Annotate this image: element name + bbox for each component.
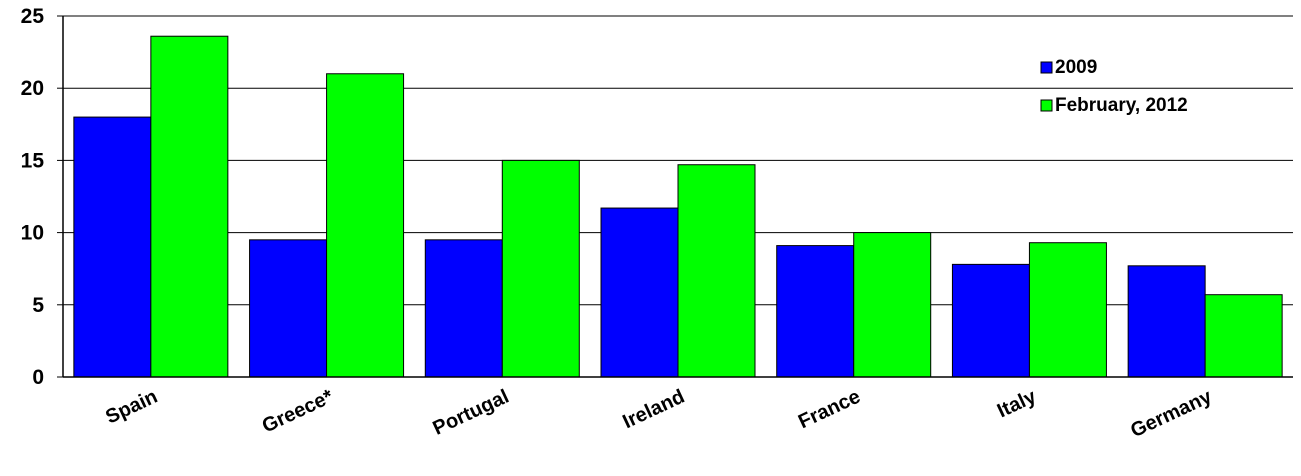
x-tick-label-germany: Germany [1127, 385, 1216, 442]
legend-swatch-february-2012 [1040, 99, 1053, 112]
y-tick-label-0: 0 [32, 366, 44, 389]
legend-swatch-2009 [1040, 61, 1053, 74]
x-tick-label-greece: Greece* [259, 386, 337, 438]
bar-germany-2009 [1127, 265, 1206, 378]
category-labels: Spain Greece* Portugal Ireland France Italy Ge… [102, 385, 1216, 442]
bar-ireland-february-2012 [677, 164, 756, 378]
bar-spain-2009 [73, 116, 152, 378]
y-tick-label-25: 25 [21, 5, 45, 28]
bar-germany-february-2012 [1204, 294, 1283, 378]
y-tick-label-20: 20 [21, 77, 44, 100]
legend-label-february-2012: February, 2012 [1055, 95, 1188, 116]
bar-spain-february-2012 [150, 35, 229, 378]
bar-greece-2009 [249, 239, 328, 378]
x-tick-label-ireland: Ireland [619, 386, 688, 434]
bars [73, 35, 1283, 378]
y-tick-label-15: 15 [21, 149, 45, 172]
y-tick-labels: 0 5 10 15 20 25 [21, 5, 45, 389]
x-tick-label-spain: Spain [102, 386, 161, 429]
bar-portugal-2009 [424, 239, 503, 378]
y-tick-label-5: 5 [32, 294, 44, 317]
bar-ireland-2009 [600, 207, 679, 378]
x-tick-label-france: France [795, 386, 864, 434]
bar-italy-february-2012 [1028, 242, 1107, 378]
bar-france-february-2012 [853, 232, 932, 378]
bar-portugal-february-2012 [501, 159, 580, 378]
legend: 2009 February, 2012 [1040, 57, 1188, 116]
bar-italy-2009 [951, 263, 1030, 378]
y-tick-label-10: 10 [21, 222, 44, 245]
x-tick-label-italy: Italy [994, 385, 1040, 422]
legend-label-2009: 2009 [1055, 57, 1097, 78]
axes [62, 16, 1293, 378]
x-tick-label-portugal: Portugal [430, 386, 513, 440]
bar-greece-february-2012 [326, 73, 405, 378]
bar-france-2009 [776, 245, 855, 378]
